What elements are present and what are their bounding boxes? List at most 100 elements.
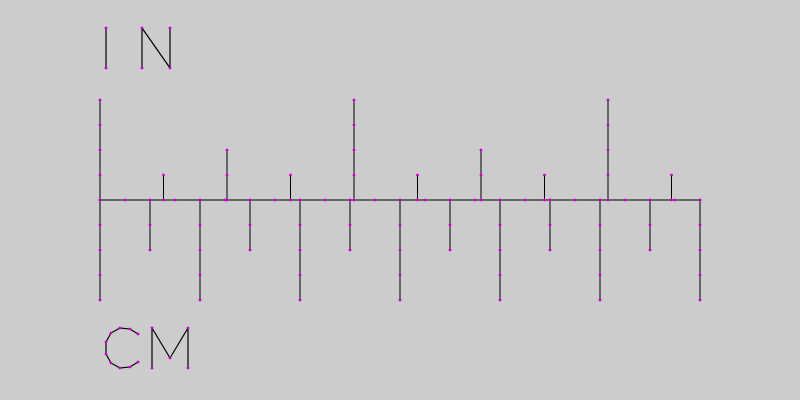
vertex-dot xyxy=(498,298,502,302)
vertex-dot xyxy=(448,198,452,202)
vertex-dot xyxy=(150,326,154,330)
vertex-dot xyxy=(348,248,352,252)
vertex-dot xyxy=(352,123,356,127)
vertex-dot xyxy=(543,173,546,177)
vertex-dot xyxy=(162,173,165,177)
vertex-dot xyxy=(598,298,602,302)
vertex-dot xyxy=(416,173,419,177)
vertex-dot xyxy=(498,273,502,277)
vertex-dot xyxy=(479,198,483,202)
vertex-dot xyxy=(118,326,122,330)
vertex-dot xyxy=(398,273,402,277)
vertex-dot xyxy=(606,98,610,102)
vertex-dot xyxy=(273,198,277,202)
inch-tick-group xyxy=(99,100,672,200)
vertex-dot xyxy=(140,26,144,30)
vertex-dot xyxy=(698,298,702,302)
vertex-dot xyxy=(548,248,552,252)
vertex-dot xyxy=(648,248,652,252)
vertex-dot xyxy=(123,198,127,202)
vertex-dot xyxy=(698,273,702,277)
vertex-dot xyxy=(298,223,302,227)
vertex-dot xyxy=(198,223,202,227)
vertex-dot xyxy=(136,360,140,364)
vertex-dot xyxy=(448,223,452,227)
vertex-dot xyxy=(248,223,252,227)
vertex-dot xyxy=(298,298,302,302)
vertex-dot xyxy=(398,248,402,252)
vertex-dot xyxy=(98,98,102,102)
vertex-dot xyxy=(136,332,140,336)
vertex-dot xyxy=(148,198,152,202)
vertex-dot xyxy=(648,198,652,202)
vertex-dot xyxy=(223,198,227,202)
vertex-dot xyxy=(673,198,677,202)
vertex-dot xyxy=(352,98,356,102)
vertex-dot xyxy=(98,248,102,252)
vertex-dot xyxy=(98,298,102,302)
vertex-dot xyxy=(416,198,419,202)
centimeter-label: CM xyxy=(105,327,189,369)
vertex-dot xyxy=(348,223,352,227)
vertex-dot xyxy=(352,173,356,177)
vertex-dot xyxy=(698,223,702,227)
vertex-dot xyxy=(168,26,172,30)
vertex-dot xyxy=(398,198,402,202)
vertex-dot xyxy=(104,66,108,70)
vertex-dot xyxy=(543,198,546,202)
vertex-dot xyxy=(398,223,402,227)
vertex-dot xyxy=(698,248,702,252)
vertex-dot xyxy=(118,366,122,370)
vertex-dot xyxy=(186,366,190,370)
vertex-dot xyxy=(225,148,229,152)
vertex-dot xyxy=(198,298,202,302)
vertex-dot xyxy=(523,198,527,202)
vertex-dot xyxy=(606,198,610,202)
vertex-dot xyxy=(150,366,154,370)
vertex-dot xyxy=(670,173,673,177)
vertex-dot xyxy=(298,273,302,277)
vertex-dot xyxy=(598,198,602,202)
vertex-dot xyxy=(104,352,108,356)
vertex-dot xyxy=(573,198,577,202)
vertex-dot xyxy=(98,273,102,277)
vertex-dot xyxy=(148,223,152,227)
vertex-dot xyxy=(373,198,377,202)
vertex-dot xyxy=(109,361,113,365)
letter-stroke xyxy=(141,27,171,69)
vertex-dot xyxy=(479,148,483,152)
vertex-dot xyxy=(498,198,502,202)
vertex-dot xyxy=(423,198,427,202)
vertex-dot xyxy=(479,173,483,177)
vertex-dot xyxy=(162,198,165,202)
vertex-dot xyxy=(623,198,627,202)
vertex-dot xyxy=(298,248,302,252)
vertex-dot xyxy=(168,356,172,360)
vertex-dot xyxy=(98,123,102,127)
vertex-dot xyxy=(598,223,602,227)
vertex-dot xyxy=(98,198,102,202)
vertex-dot-group xyxy=(98,26,702,370)
vertex-dot xyxy=(606,148,610,152)
vertex-dot xyxy=(198,198,202,202)
letter-stroke xyxy=(105,327,139,369)
vertex-dot xyxy=(348,198,352,202)
vertex-dot xyxy=(140,66,144,70)
vertex-dot xyxy=(352,148,356,152)
vertex-dot xyxy=(186,326,190,330)
vertex-dot xyxy=(173,198,177,202)
vertex-dot xyxy=(298,198,302,202)
vertex-dot xyxy=(148,248,152,252)
vertex-dot xyxy=(248,198,252,202)
vertex-dot xyxy=(448,248,452,252)
vertex-dot xyxy=(606,173,610,177)
vertex-dot xyxy=(670,198,673,202)
vertex-dot xyxy=(548,223,552,227)
vertex-dot xyxy=(104,26,108,30)
vertex-dot xyxy=(606,123,610,127)
vertex-dot xyxy=(109,331,113,335)
vertex-dot xyxy=(473,198,477,202)
vertex-dot xyxy=(128,327,132,331)
vertex-dot xyxy=(198,248,202,252)
